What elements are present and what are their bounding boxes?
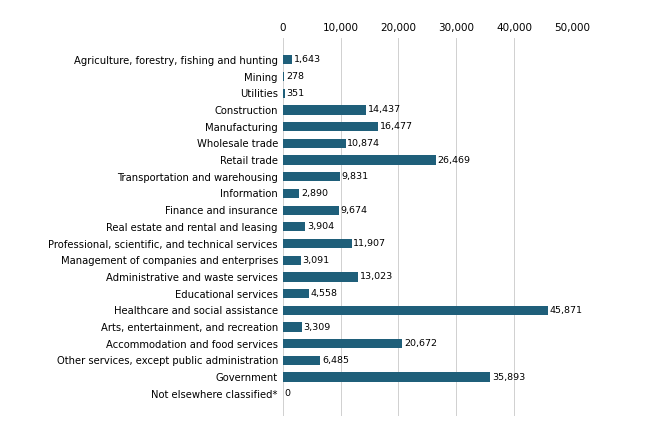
- Text: 278: 278: [286, 72, 304, 81]
- Text: 1,643: 1,643: [294, 56, 321, 64]
- Bar: [283, 222, 306, 232]
- Text: 9,674: 9,674: [341, 206, 367, 215]
- Text: 20,672: 20,672: [404, 339, 437, 348]
- Bar: [283, 122, 378, 131]
- Bar: [283, 373, 490, 382]
- Bar: [283, 239, 352, 248]
- Text: 35,893: 35,893: [492, 373, 525, 382]
- Bar: [283, 55, 292, 64]
- Bar: [283, 356, 320, 365]
- Text: 45,871: 45,871: [550, 306, 583, 315]
- Bar: [283, 339, 402, 348]
- Text: 26,469: 26,469: [437, 156, 471, 165]
- Bar: [283, 256, 301, 265]
- Bar: [283, 306, 548, 315]
- Text: 9,831: 9,831: [341, 172, 369, 181]
- Text: 16,477: 16,477: [380, 122, 413, 131]
- Text: 4,558: 4,558: [311, 289, 338, 298]
- Text: 351: 351: [287, 89, 305, 98]
- Bar: [283, 289, 309, 298]
- Text: 3,904: 3,904: [307, 222, 334, 232]
- Bar: [283, 172, 339, 181]
- Text: 2,890: 2,890: [301, 189, 328, 198]
- Bar: [283, 72, 284, 81]
- Text: 10,874: 10,874: [347, 139, 380, 148]
- Text: 3,091: 3,091: [302, 256, 330, 265]
- Text: 0: 0: [285, 389, 291, 398]
- Bar: [283, 206, 339, 215]
- Bar: [283, 139, 346, 148]
- Text: 13,023: 13,023: [360, 273, 393, 282]
- Bar: [283, 272, 358, 282]
- Bar: [283, 106, 366, 114]
- Bar: [283, 89, 285, 98]
- Text: 14,437: 14,437: [368, 106, 401, 114]
- Bar: [283, 189, 300, 198]
- Text: 3,309: 3,309: [304, 323, 331, 332]
- Bar: [283, 156, 436, 165]
- Text: 11,907: 11,907: [354, 239, 386, 248]
- Bar: [283, 322, 302, 332]
- Text: 6,485: 6,485: [322, 356, 349, 365]
